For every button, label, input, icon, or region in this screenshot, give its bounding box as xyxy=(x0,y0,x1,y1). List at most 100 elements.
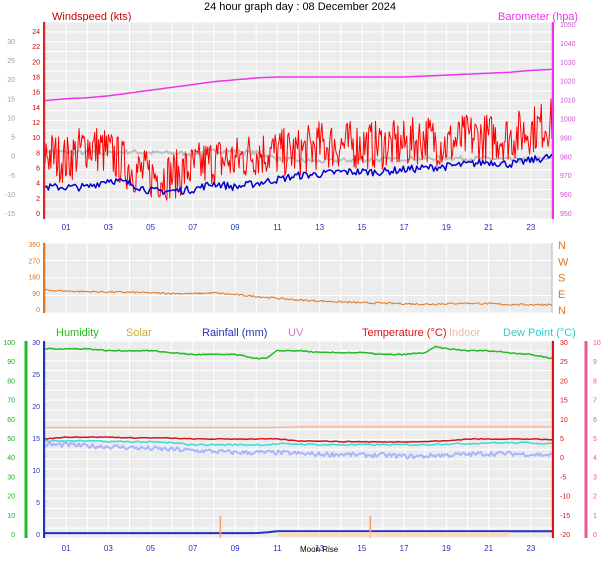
uv-tick-label: 6 xyxy=(593,417,597,424)
barometer-tick-label: 970 xyxy=(560,173,572,180)
x-tick-label: 15 xyxy=(357,223,366,232)
x-tick-label: 17 xyxy=(400,544,409,553)
temperature-tick-label: -5 xyxy=(560,474,566,481)
barometer-tick-label: 1030 xyxy=(560,60,576,67)
compass-tick-label: W xyxy=(558,256,569,268)
direction-tick-label: 90 xyxy=(32,291,40,298)
compass-tick-label: E xyxy=(558,289,565,301)
x-tick-label: 23 xyxy=(526,544,535,553)
rainfall-tick-label: 15 xyxy=(32,436,40,443)
barometer-axis-label: Barometer (hpa) xyxy=(498,11,578,23)
legend-dew-point: Dew Point (°C) xyxy=(503,327,576,339)
barometer-tick-label: 980 xyxy=(560,154,572,161)
humidity-tick-label: 80 xyxy=(7,378,15,385)
solar-band xyxy=(277,532,510,537)
x-tick-label: 09 xyxy=(231,544,240,553)
humidity-tick-label: 30 xyxy=(7,474,15,481)
x-tick-label: 05 xyxy=(146,544,155,553)
windspeed-axis-label: Windspeed (kts) xyxy=(52,11,131,23)
x-tick-label: 17 xyxy=(400,223,409,232)
windspeed-tick-label: 10 xyxy=(32,135,40,142)
windspeed-tick-label: 12 xyxy=(32,120,40,127)
direction-tick-label: 180 xyxy=(28,275,40,282)
grid-lines xyxy=(45,21,552,539)
windspeed-tick-label: 18 xyxy=(32,75,40,82)
humidity-tick-label: 10 xyxy=(7,513,15,520)
humidity-tick-label: 70 xyxy=(7,398,15,405)
uv-tick-label: 1 xyxy=(593,513,597,520)
legend-rainfall: Rainfall (mm) xyxy=(202,327,267,339)
temperature-tick-label: 25 xyxy=(560,359,568,366)
humidity-line xyxy=(44,345,553,360)
dew-point-line xyxy=(44,439,553,447)
outer-scale-tick-label: 5 xyxy=(11,135,15,142)
x-tick-label: 07 xyxy=(188,223,197,232)
humidity-tick-label: 0 xyxy=(11,532,15,539)
uv-tick-label: 3 xyxy=(593,474,597,481)
temperature-tick-label: 30 xyxy=(560,340,568,347)
legend-solar: Solar xyxy=(126,327,152,339)
grey-series-line xyxy=(44,148,553,164)
barometer-tick-label: 960 xyxy=(560,192,572,199)
windspeed-tick-label: 24 xyxy=(32,29,40,36)
x-tick-label: 15 xyxy=(357,544,366,553)
legend-uv: UV xyxy=(288,327,304,339)
temperature-tick-label: -15 xyxy=(560,513,570,520)
x-tick-label: 13 xyxy=(315,544,324,553)
direction-tick-label: 360 xyxy=(28,242,40,249)
uv-tick-label: 2 xyxy=(593,494,597,501)
compass-tick-label: N xyxy=(558,240,566,252)
humidity-tick-label: 100 xyxy=(3,340,15,347)
x-tick-label: 13 xyxy=(315,223,324,232)
temperature-tick-label: 15 xyxy=(560,398,568,405)
humidity-tick-label: 50 xyxy=(7,436,15,443)
x-tick-label: 19 xyxy=(442,544,451,553)
outer-scale-tick-label: 10 xyxy=(7,115,15,122)
windspeed-tick-label: 16 xyxy=(32,90,40,97)
x-tick-label: 19 xyxy=(442,223,451,232)
windspeed-tick-label: 2 xyxy=(36,196,40,203)
x-tick-label: 05 xyxy=(146,223,155,232)
x-tick-label: 01 xyxy=(62,223,71,232)
barometer-tick-label: 1010 xyxy=(560,98,576,105)
windspeed-tick-label: 8 xyxy=(36,150,40,157)
x-tick-label: 09 xyxy=(231,223,240,232)
barometer-tick-label: 1000 xyxy=(560,117,576,124)
outer-scale-tick-label: -5 xyxy=(9,173,15,180)
barometer-tick-label: 1020 xyxy=(560,79,576,86)
windspeed-tick-label: 20 xyxy=(32,59,40,66)
wind-direction-line xyxy=(44,288,553,306)
lavender-series-line xyxy=(44,441,553,460)
barometer-tick-label: 950 xyxy=(560,211,572,218)
humidity-tick-label: 20 xyxy=(7,494,15,501)
temperature-line xyxy=(44,436,553,444)
uv-tick-label: 4 xyxy=(593,455,597,462)
barometer-tick-label: 1040 xyxy=(560,41,576,48)
windspeed-tick-label: 22 xyxy=(32,44,40,51)
x-tick-label: 21 xyxy=(484,544,493,553)
humidity-tick-label: 90 xyxy=(7,359,15,366)
outer-scale-tick-label: 30 xyxy=(7,39,15,46)
rainfall-tick-label: 5 xyxy=(36,500,40,507)
windspeed-tick-label: 6 xyxy=(36,166,40,173)
windspeed-tick-label: 4 xyxy=(36,181,40,188)
uv-tick-label: 0 xyxy=(593,532,597,539)
compass-tick-label: S xyxy=(558,273,565,285)
legend-humidity: Humidity xyxy=(56,327,99,339)
indoor-line xyxy=(45,425,552,429)
uv-tick-label: 5 xyxy=(593,436,597,443)
x-tick-label: 23 xyxy=(526,223,535,232)
windspeed-gust-line xyxy=(44,98,553,201)
rainfall-tick-label: 0 xyxy=(36,532,40,539)
temperature-tick-label: 0 xyxy=(560,455,564,462)
uv-tick-label: 9 xyxy=(593,359,597,366)
outer-scale-tick-label: 20 xyxy=(7,77,15,84)
rainfall-tick-label: 25 xyxy=(32,372,40,379)
tick-labels: 242220181614121086420302520151050-5-10-1… xyxy=(3,22,601,553)
rainfall-tick-label: 10 xyxy=(32,468,40,475)
x-tick-label: 07 xyxy=(188,544,197,553)
x-tick-label: 03 xyxy=(104,544,113,553)
legend-indoor: Indoor xyxy=(449,327,481,339)
direction-tick-label: 0 xyxy=(36,307,40,314)
rainfall-tick-label: 30 xyxy=(32,340,40,347)
